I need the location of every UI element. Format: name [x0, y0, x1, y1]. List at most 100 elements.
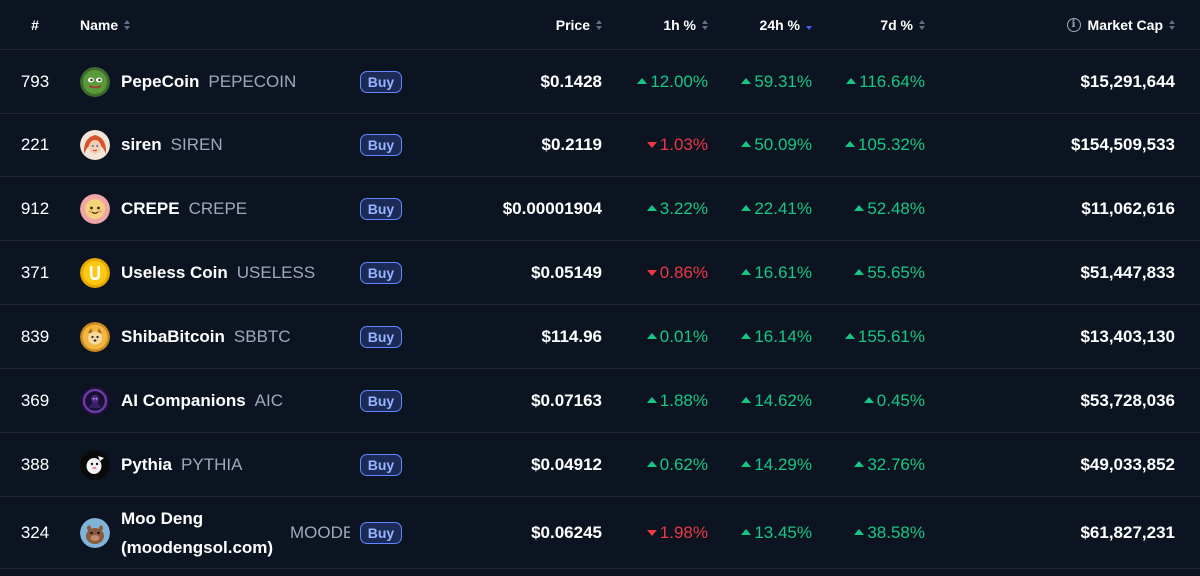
buy-button[interactable]: Buy — [360, 70, 402, 93]
coin-symbol: AIC — [254, 390, 284, 410]
market-cap: $13,403,130 — [1080, 326, 1175, 346]
change-7d: 38.58% — [812, 497, 925, 568]
arrow-up-icon — [646, 204, 657, 211]
table-row[interactable]: 324 Moo Deng (moodengsol.com) MOODENG Bu… — [0, 497, 1200, 569]
arrow-down-icon — [646, 269, 657, 276]
buy-button[interactable]: Buy — [360, 521, 402, 544]
header-market-cap[interactable]: i Market Cap — [930, 0, 1175, 49]
crepe-icon — [80, 193, 110, 224]
header-name[interactable]: Name — [80, 0, 480, 49]
table-row[interactable]: 221 siren SIREN Buy $0.2119 1.03% 50.09%… — [0, 114, 1200, 177]
change-7d: 105.32% — [812, 114, 925, 176]
coin-name[interactable]: Pythia — [121, 454, 173, 474]
buy-button[interactable]: Buy — [360, 389, 402, 412]
pepecoin-icon — [80, 66, 110, 97]
arrow-up-icon — [637, 77, 648, 84]
header-7d[interactable]: 7d % — [812, 0, 925, 49]
change-7d: 116.64% — [812, 50, 925, 113]
siren-icon — [80, 130, 110, 160]
table-row[interactable]: 369 AI Companions AIC Buy $0.07163 1.88%… — [0, 369, 1200, 433]
change-1h: 12.00% — [604, 50, 708, 113]
coin-name-cell[interactable]: PepeCoin PEPECOIN — [121, 50, 296, 113]
table-row[interactable]: 912 CREPE CREPE Buy $0.00001904 3.22% 22… — [0, 177, 1200, 241]
coin-symbol: PYTHIA — [181, 454, 243, 474]
table-row[interactable]: 839 ShibaBitcoin SBBTC Buy $114.96 0.01%… — [0, 305, 1200, 369]
change-7d: 52.48% — [812, 177, 925, 240]
header-rank[interactable]: # — [31, 16, 39, 33]
market-cap: $154,509,533 — [1071, 135, 1175, 154]
coin-name[interactable]: CREPE — [121, 198, 180, 218]
sort-desc-icon — [806, 20, 812, 30]
price: $0.2119 — [541, 135, 602, 154]
coin-name-cell[interactable]: siren SIREN — [121, 114, 223, 176]
rank: 839 — [20, 326, 50, 346]
change-1h: 1.98% — [604, 497, 708, 568]
rank: 912 — [20, 198, 50, 218]
arrow-up-icon — [741, 77, 752, 84]
moo-deng-icon — [80, 517, 110, 548]
change-1h: 0.62% — [604, 433, 708, 496]
arrow-up-icon — [741, 268, 752, 275]
coin-name-cell[interactable]: Useless Coin USELESS — [121, 241, 315, 304]
header-24h[interactable]: 24h % — [708, 0, 812, 49]
coin-name-cell[interactable]: ShibaBitcoin SBBTC — [121, 305, 291, 368]
arrow-up-icon — [646, 460, 657, 467]
rank: 793 — [20, 71, 50, 91]
table-row[interactable]: 388 Pythia PYTHIA Buy $0.04912 0.62% 14.… — [0, 433, 1200, 497]
rank: 371 — [20, 262, 50, 282]
change-1h: 1.03% — [604, 114, 708, 176]
coin-name-line2[interactable]: (moodengsol.com) — [121, 537, 274, 557]
coin-symbol: PEPECOIN — [208, 71, 297, 91]
coin-name[interactable]: AI Companions — [121, 390, 246, 410]
change-24h: 16.61% — [708, 241, 812, 304]
sort-icon — [596, 19, 602, 30]
sort-icon — [1169, 19, 1175, 30]
change-1h: 0.86% — [604, 241, 708, 304]
coin-name[interactable]: ShibaBitcoin — [121, 326, 225, 346]
coin-name-line1[interactable]: Moo Deng — [121, 508, 204, 528]
price: $0.06245 — [531, 522, 602, 542]
info-icon[interactable]: i — [1066, 17, 1081, 32]
rank: 388 — [20, 454, 50, 474]
coin-name-cell[interactable]: Pythia PYTHIA — [121, 433, 242, 496]
arrow-up-icon — [741, 332, 752, 339]
header-1h[interactable]: 1h % — [604, 0, 708, 49]
buy-button[interactable]: Buy — [360, 134, 402, 156]
change-24h: 14.29% — [708, 433, 812, 496]
arrow-up-icon — [854, 204, 865, 211]
coin-name[interactable]: siren — [121, 135, 162, 154]
coin-name[interactable]: PepeCoin — [121, 71, 200, 91]
coin-name[interactable]: Useless Coin — [121, 262, 228, 282]
arrow-up-icon — [741, 204, 752, 211]
buy-button[interactable]: Buy — [360, 453, 402, 476]
coin-name-cell[interactable]: CREPE CREPE — [121, 177, 247, 240]
table-row[interactable]: 793 PepeCoin PEPECOIN Buy $0.1428 12.00%… — [0, 50, 1200, 114]
coin-symbol: CREPE — [188, 198, 248, 218]
coin-symbol: MOODENG — [290, 522, 350, 542]
price: $0.1428 — [540, 71, 602, 91]
pythia-icon — [80, 449, 110, 480]
rank: 324 — [20, 522, 50, 542]
rank: 369 — [20, 390, 50, 410]
buy-button[interactable]: Buy — [360, 261, 402, 284]
buy-button[interactable]: Buy — [360, 325, 402, 348]
table-row[interactable]: 371 Useless Coin USELESS Buy $0.05149 0.… — [0, 241, 1200, 305]
arrow-up-icon — [741, 141, 752, 147]
coin-name-cell[interactable]: Moo Deng (moodengsol.com) — [121, 497, 273, 568]
ai-companions-icon — [80, 385, 110, 416]
change-24h: 16.14% — [708, 305, 812, 368]
change-24h: 50.09% — [708, 114, 812, 176]
arrow-up-icon — [854, 268, 865, 275]
coin-symbol: SIREN — [170, 135, 223, 154]
change-7d: 155.61% — [812, 305, 925, 368]
coin-name-cell[interactable]: AI Companions AIC — [121, 369, 283, 432]
buy-button[interactable]: Buy — [360, 197, 402, 220]
header-price[interactable]: Price — [470, 0, 602, 49]
market-cap: $49,033,852 — [1080, 454, 1175, 474]
price: $0.04912 — [531, 454, 602, 474]
market-cap: $53,728,036 — [1080, 390, 1175, 410]
arrow-up-icon — [844, 141, 855, 147]
arrow-down-icon — [646, 529, 657, 536]
change-1h: 1.88% — [604, 369, 708, 432]
